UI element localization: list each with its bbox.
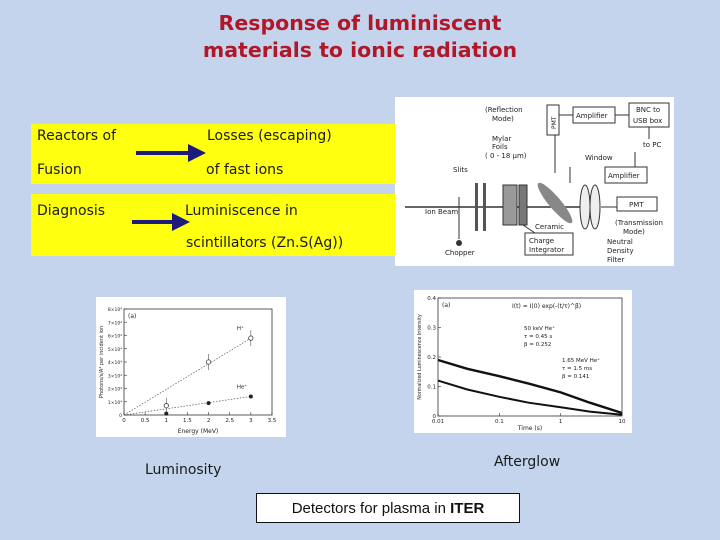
arrow-right-icon bbox=[132, 213, 190, 231]
arrow-right-icon bbox=[136, 144, 206, 162]
trend-line bbox=[123, 396, 251, 416]
x-tick-label: 1 bbox=[165, 418, 169, 424]
label-integrator: Integrator bbox=[529, 246, 564, 254]
title-line-1: Response of luminiscent bbox=[218, 11, 502, 35]
x-tick-label: 0.1 bbox=[495, 419, 504, 425]
decay-curve bbox=[437, 379, 623, 416]
y-tick-label: 0.4 bbox=[427, 296, 436, 302]
series-parameter: β = 0.252 bbox=[524, 342, 551, 348]
series-parameter: β = 0.141 bbox=[562, 374, 589, 380]
data-point bbox=[206, 359, 212, 365]
x-tick-label: 1 bbox=[559, 419, 563, 425]
caption-luminosity: Luminosity bbox=[145, 462, 222, 478]
footer-text: Detectors for plasma in bbox=[291, 499, 451, 517]
text-luminiscence-in: Luminiscence in bbox=[185, 203, 298, 219]
y-tick-label: 2×10⁴ bbox=[108, 387, 122, 393]
x-tick-label: 0 bbox=[122, 418, 126, 424]
label-pmt-right: PMT bbox=[629, 201, 644, 209]
label-window: Window bbox=[585, 154, 613, 162]
label-chopper: Chopper bbox=[445, 249, 475, 257]
x-tick-label: 0.01 bbox=[432, 419, 444, 425]
x-tick-label: 10 bbox=[619, 419, 626, 425]
text-losses-escaping: Losses (escaping) bbox=[207, 128, 332, 144]
label-reflection: (Reflection bbox=[485, 106, 523, 114]
series-label: He⁺ bbox=[237, 383, 248, 390]
footer-detectors-box: Detectors for plasma in ITER bbox=[256, 493, 520, 523]
x-tick-label: 3.5 bbox=[268, 418, 277, 424]
data-point bbox=[248, 335, 254, 341]
label-mode: Mode) bbox=[492, 115, 514, 123]
series-parameter: 50 keV He⁺ bbox=[524, 325, 555, 332]
y-tick-label: 8×10⁴ bbox=[108, 307, 122, 313]
y-tick-label: 3×10⁴ bbox=[108, 373, 122, 379]
x-axis-label: Energy (MeV) bbox=[178, 428, 219, 435]
label-transmission: (Transmission bbox=[615, 219, 663, 227]
highlight-band-fusion bbox=[31, 124, 401, 184]
text-diagnosis: Diagnosis bbox=[37, 203, 106, 219]
plot-frame bbox=[437, 297, 623, 417]
label-bnc: BNC to bbox=[636, 106, 660, 114]
x-tick-label: 0.5 bbox=[141, 418, 150, 424]
y-tick-label: 0 bbox=[433, 414, 437, 420]
data-point bbox=[206, 401, 211, 406]
data-point bbox=[163, 403, 169, 409]
label-ceramic: Ceramic bbox=[535, 223, 564, 231]
panel-label: (a) bbox=[442, 302, 450, 309]
label-mode-2: Mode) bbox=[623, 228, 645, 236]
plot-frame bbox=[123, 308, 273, 416]
x-tick-label: 1.5 bbox=[183, 418, 192, 424]
label-neutral: Neutral bbox=[607, 238, 633, 246]
afterglow-chart: 0.01 0.1 1 10 0 0.1 0.2 0.3 0.4 Time (s) Normalize… bbox=[414, 290, 632, 433]
label-ion-beam: Ion Beam bbox=[425, 208, 458, 216]
label-filter: Filter bbox=[607, 256, 624, 264]
y-tick-label: 6×10⁴ bbox=[108, 334, 122, 340]
series-label: H⁺ bbox=[237, 325, 244, 332]
series-parameter: τ = 0.45 s bbox=[524, 334, 552, 340]
luminosity-chart: 0 0.5 1 1.5 2 2.5 3 3.5 0 1×10⁴ 2×10⁴ 3×10⁴ 4×10⁴ 5×1… bbox=[96, 297, 286, 437]
y-axis-label: Normalized Luminescence Intensity bbox=[417, 314, 423, 400]
x-axis-label: Time (s) bbox=[517, 425, 542, 432]
data-point bbox=[248, 394, 253, 399]
label-to-pc: to PC bbox=[643, 141, 661, 149]
y-tick-label: 0.3 bbox=[427, 326, 436, 332]
text-fusion: Fusion bbox=[37, 162, 82, 178]
y-tick-label: 1×10⁴ bbox=[108, 400, 122, 406]
slide-title: Response of luminiscent materials to ion… bbox=[120, 10, 600, 64]
caption-afterglow: Afterglow bbox=[494, 454, 561, 470]
panel-label: (a) bbox=[128, 313, 136, 320]
label-pmt-top: PMT bbox=[551, 116, 558, 129]
series-parameter: 1.65 MeV He⁺ bbox=[562, 357, 600, 364]
label-density: Density bbox=[607, 247, 634, 255]
footer-iter: ITER bbox=[450, 499, 485, 517]
label-foils-range: ( 0 - 18 µm) bbox=[485, 152, 527, 160]
text-reactors-of: Reactors of bbox=[37, 128, 117, 144]
y-tick-label: 0 bbox=[119, 413, 122, 419]
label-amplifier-top: Amplifier bbox=[576, 112, 608, 120]
formula-label: I(t) = I(0) exp(-(t/τ)^β) bbox=[512, 303, 581, 310]
y-tick-label: 0.2 bbox=[427, 355, 436, 361]
y-tick-label: 7×10⁴ bbox=[108, 320, 122, 326]
highlight-band-diagnosis bbox=[31, 194, 401, 256]
y-tick-label: 0.1 bbox=[427, 385, 436, 391]
x-tick-label: 3 bbox=[249, 418, 253, 424]
title-line-2: materials to ionic radiation bbox=[202, 38, 518, 62]
trend-line bbox=[123, 337, 252, 416]
label-mylar: Mylar bbox=[492, 135, 511, 143]
y-tick-label: 4×10⁴ bbox=[108, 360, 122, 366]
label-usb: USB box bbox=[633, 117, 662, 125]
x-tick-label: 2.5 bbox=[225, 418, 234, 424]
decay-curve bbox=[437, 358, 623, 415]
label-amplifier-right: Amplifier bbox=[608, 172, 640, 180]
series-parameter: τ = 1.5 ms bbox=[562, 366, 592, 372]
label-charge: Charge bbox=[529, 237, 554, 245]
y-axis-label: Photons/s/A² per incident ion bbox=[99, 326, 105, 398]
text-scintillators: scintillators (Zn.S(Ag)) bbox=[186, 235, 344, 251]
y-tick-label: 5×10⁴ bbox=[108, 347, 122, 353]
text-of-fast-ions: of fast ions bbox=[206, 162, 284, 178]
label-foils: Foils bbox=[492, 143, 508, 151]
x-tick-label: 2 bbox=[207, 418, 211, 424]
label-slits: Slits bbox=[453, 166, 468, 174]
setup-schematic-figure: (Reflection Mode) PMT Amplifier BNC to U… bbox=[395, 97, 674, 266]
data-point bbox=[164, 411, 169, 416]
